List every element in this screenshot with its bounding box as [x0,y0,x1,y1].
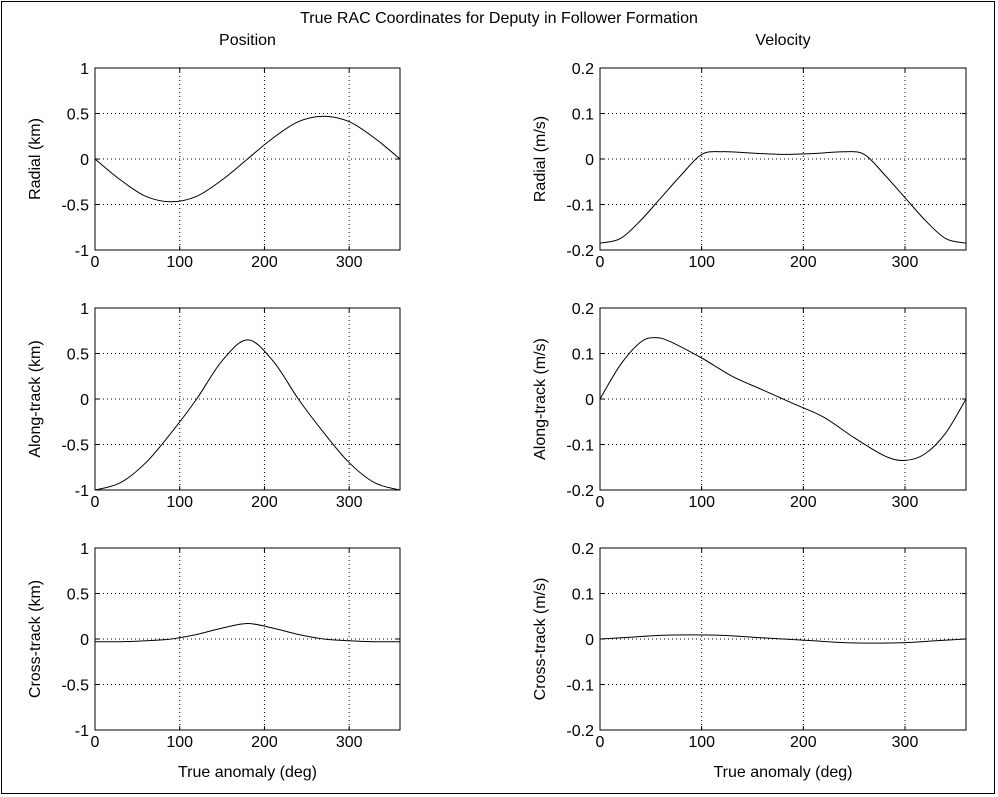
y-tick-label: -0.2 [566,243,594,260]
y-axis-label: Radial (km) [27,118,44,200]
x-tick-label: 200 [790,734,817,751]
y-tick-label: 0 [585,392,594,409]
y-axis-label: Cross-track (m/s) [532,578,549,701]
x-axis-label-left: True anomaly (deg) [177,764,318,781]
y-tick-label: 1 [80,541,89,558]
x-tick-label: 100 [166,494,193,511]
y-tick-label: 1 [80,301,89,318]
x-tick-label: 0 [91,494,100,511]
y-tick-label: 0.1 [572,107,594,124]
series-line [599,634,967,644]
y-tick-label: 0.1 [572,587,594,604]
y-tick-label: 0.2 [572,61,594,78]
x-tick-label: 300 [336,734,363,751]
y-tick-label: -0.5 [61,198,89,215]
x-axis-label-right: True anomaly (deg) [713,764,853,781]
y-tick-label: 0.2 [572,541,594,558]
y-axis-label: Along-track (m/s) [532,338,549,460]
x-tick-label: 100 [688,734,715,751]
y-tick-label: -0.5 [61,438,89,455]
series-line [94,115,401,203]
y-tick-label: -0.2 [566,723,594,740]
x-tick-label: 0 [91,254,100,271]
y-tick-label: 0 [80,632,89,649]
x-tick-label: 300 [336,494,363,511]
series-line [94,339,401,491]
y-axis-label: Cross-track (km) [27,580,44,698]
x-tick-label: 0 [596,254,605,271]
column-title-position: Position [219,32,276,49]
y-tick-label: 0 [585,632,594,649]
y-tick-label: 0 [80,152,89,169]
x-tick-label: 300 [892,494,919,511]
x-tick-label: 0 [596,734,605,751]
y-tick-label: -0.1 [566,678,594,695]
y-axis-label: Along-track (km) [27,340,44,457]
y-tick-label: -1 [75,723,89,740]
y-tick-label: -0.2 [566,483,594,500]
x-tick-label: 300 [892,254,919,271]
x-tick-label: 200 [251,734,278,751]
y-tick-label: 0 [585,152,594,169]
series-line [599,337,967,461]
x-tick-label: 200 [251,254,278,271]
x-tick-label: 200 [790,494,817,511]
x-tick-label: 300 [892,734,919,751]
x-tick-label: 0 [91,734,100,751]
x-tick-label: 300 [336,254,363,271]
x-tick-label: 200 [790,254,817,271]
y-tick-label: -0.1 [566,198,594,215]
x-tick-label: 100 [166,254,193,271]
y-tick-label: 0.5 [67,107,89,124]
y-tick-label: 0.1 [572,347,594,364]
y-tick-label: -1 [75,243,89,260]
x-tick-label: 200 [251,494,278,511]
y-tick-label: 1 [80,61,89,78]
y-tick-label: 0.5 [67,347,89,364]
x-tick-label: 100 [688,254,715,271]
series-line [94,622,401,643]
y-tick-label: 0.2 [572,301,594,318]
x-tick-label: 100 [166,734,193,751]
x-tick-label: 100 [688,494,715,511]
y-tick-label: -1 [75,483,89,500]
y-tick-label: -0.5 [61,678,89,695]
figure-title: True RAC Coordinates for Deputy in Follo… [300,10,698,27]
x-tick-label: 0 [596,494,605,511]
series-line [599,151,967,244]
y-axis-label: Radial (m/s) [532,116,549,202]
column-title-velocity: Velocity [755,32,811,49]
y-tick-label: 0.5 [67,587,89,604]
y-tick-label: -0.1 [566,438,594,455]
y-tick-label: 0 [80,392,89,409]
axes-box [599,67,967,251]
